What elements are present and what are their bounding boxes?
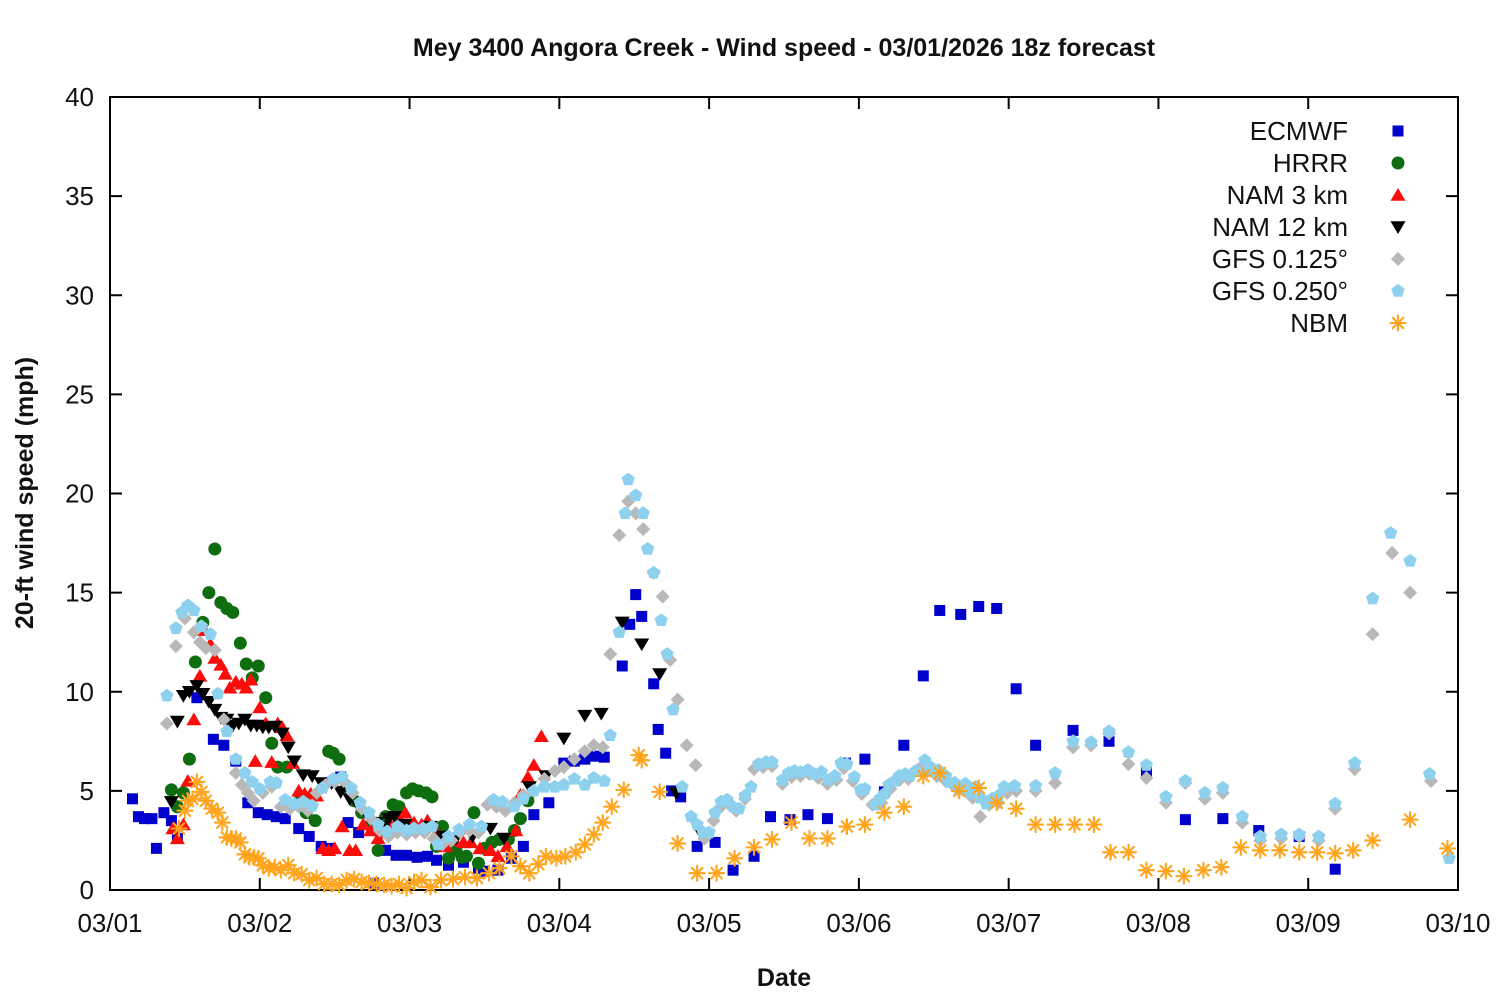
x-tick-label: 03/01 bbox=[77, 908, 142, 938]
y-tick-label: 35 bbox=[65, 181, 94, 211]
y-tick-label: 20 bbox=[65, 479, 94, 509]
square-marker-icon bbox=[1392, 125, 1404, 137]
legend-label: NAM 12 km bbox=[1212, 212, 1348, 242]
legend-label: NAM 3 km bbox=[1227, 180, 1348, 210]
legend-item-nam-12-km: NAM 12 km bbox=[1212, 212, 1406, 242]
y-axis-label: 20-ft wind speed (mph) bbox=[11, 357, 39, 629]
legend-label: ECMWF bbox=[1250, 116, 1348, 146]
y-tick-label: 5 bbox=[80, 776, 94, 806]
series-ecmwf bbox=[126, 589, 1341, 889]
diamond-marker-icon bbox=[1391, 252, 1405, 266]
legend-item-hrrr: HRRR bbox=[1273, 148, 1405, 178]
chart-title: Mey 3400 Angora Creek - Wind speed - 03/… bbox=[413, 34, 1156, 62]
legend-item-nbm: NBM bbox=[1290, 308, 1407, 338]
x-tick-label: 03/10 bbox=[1425, 908, 1490, 938]
legend-item-nam-3-km: NAM 3 km bbox=[1227, 180, 1406, 210]
series-gfs-0-125 bbox=[159, 494, 1439, 852]
y-tick-label: 25 bbox=[65, 379, 94, 409]
y-tick-label: 0 bbox=[80, 875, 94, 905]
legend-label: HRRR bbox=[1273, 148, 1348, 178]
x-tick-label: 03/04 bbox=[527, 908, 592, 938]
x-tick-label: 03/07 bbox=[976, 908, 1041, 938]
triangle-up-marker-icon bbox=[1390, 188, 1406, 201]
legend-item-gfs-0-125: GFS 0.125° bbox=[1212, 244, 1405, 274]
x-tick-label: 03/08 bbox=[1126, 908, 1191, 938]
data-points-layer bbox=[126, 472, 1457, 897]
pentagon-marker-icon bbox=[1391, 284, 1405, 297]
legend-item-gfs-0-250: GFS 0.250° bbox=[1212, 276, 1405, 306]
x-tick-label: 03/02 bbox=[227, 908, 292, 938]
x-tick-label: 03/05 bbox=[677, 908, 742, 938]
x-tick-label: 03/09 bbox=[1276, 908, 1341, 938]
series-nbm bbox=[170, 746, 1457, 897]
legend-label: GFS 0.250° bbox=[1212, 276, 1348, 306]
y-tick-label: 10 bbox=[65, 677, 94, 707]
series-gfs-0-250 bbox=[160, 472, 1456, 864]
x-axis-label: Date bbox=[757, 964, 811, 992]
x-tick-label: 03/06 bbox=[826, 908, 891, 938]
plot-frame: 03/01 03/02 03/03 03/04 03/05 03/06 03/07 03/08… bbox=[65, 82, 1490, 938]
legend-label: NBM bbox=[1290, 308, 1348, 338]
x-tick-label: 03/03 bbox=[377, 908, 442, 938]
y-tick-label: 15 bbox=[65, 578, 94, 608]
legend-item-ecmwf: ECMWF bbox=[1250, 116, 1404, 146]
triangle-down-marker-icon bbox=[1390, 221, 1406, 234]
y-tick-label: 40 bbox=[65, 82, 94, 112]
legend-label: GFS 0.125° bbox=[1212, 244, 1348, 274]
circle-marker-icon bbox=[1391, 156, 1405, 170]
y-tick-label: 30 bbox=[65, 280, 94, 310]
asterisk-marker-icon bbox=[1389, 314, 1407, 332]
series-nam-12-km bbox=[163, 616, 710, 846]
